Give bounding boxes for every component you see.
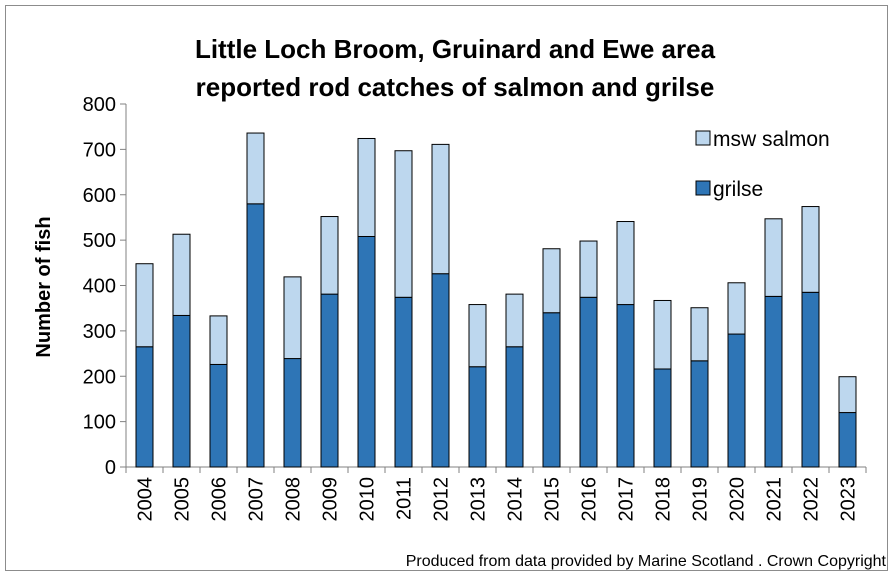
bar-msw-salmon-2016 xyxy=(579,240,598,298)
bar-grilse-2013 xyxy=(468,366,487,468)
bar-msw-salmon-2017 xyxy=(616,221,635,306)
bar-msw-salmon-2013 xyxy=(468,304,487,368)
y-tick-label: 200 xyxy=(83,366,116,388)
legend-label-msw-salmon: msw salmon xyxy=(713,128,830,151)
bar-grilse-2008 xyxy=(283,358,302,468)
bar-msw-salmon-2022 xyxy=(801,206,820,293)
y-axis-label: Number of fish xyxy=(33,216,55,357)
x-tick-label-2007: 2007 xyxy=(246,477,268,522)
bar-msw-salmon-2010 xyxy=(357,137,376,237)
x-tick-label-2010: 2010 xyxy=(357,477,379,522)
chart-title-line-1: Little Loch Broom, Gruinard and Ewe area xyxy=(195,34,716,64)
bar-msw-salmon-2014 xyxy=(505,293,524,348)
x-tick-label-2014: 2014 xyxy=(505,477,527,522)
x-tick-label-2009: 2009 xyxy=(320,477,342,522)
bar-grilse-2004 xyxy=(135,346,154,468)
x-tick-label-2008: 2008 xyxy=(283,477,305,522)
bars xyxy=(135,132,857,468)
x-tick-label-2004: 2004 xyxy=(135,477,157,522)
legend-swatch-grilse xyxy=(695,180,711,196)
bar-grilse-2020 xyxy=(727,333,746,468)
y-tick-label: 500 xyxy=(83,230,116,252)
bar-msw-salmon-2023 xyxy=(838,376,857,414)
x-tick-label-2020: 2020 xyxy=(727,477,749,522)
bar-grilse-2005 xyxy=(172,314,191,468)
bar-msw-salmon-2008 xyxy=(283,276,302,360)
bar-grilse-2012 xyxy=(431,273,450,468)
bar-msw-salmon-2012 xyxy=(431,143,450,275)
bar-grilse-2016 xyxy=(579,296,598,468)
bar-grilse-2023 xyxy=(838,412,857,468)
y-tick-label: 400 xyxy=(83,276,116,298)
bar-msw-salmon-2005 xyxy=(172,233,191,316)
bar-grilse-2006 xyxy=(209,363,228,468)
bar-grilse-2011 xyxy=(394,296,413,468)
bar-grilse-2022 xyxy=(801,291,820,468)
bar-msw-salmon-2018 xyxy=(653,299,672,370)
x-tick-label-2021: 2021 xyxy=(764,477,786,522)
bar-grilse-2019 xyxy=(690,360,709,468)
bar-grilse-2010 xyxy=(357,235,376,468)
y-tick-label: 700 xyxy=(83,139,116,161)
x-tick-label-2018: 2018 xyxy=(653,477,675,522)
legend: msw salmon grilse xyxy=(695,128,830,201)
bar-grilse-2015 xyxy=(542,312,561,468)
x-tick-label-2006: 2006 xyxy=(209,477,231,522)
bar-msw-salmon-2011 xyxy=(394,150,413,298)
bar-grilse-2018 xyxy=(653,368,672,468)
axes: 0 100 200 300 400 500 600 700 800 2004 2005 2006 200… xyxy=(83,94,867,522)
x-tick-label-2005: 2005 xyxy=(172,477,194,522)
bar-grilse-2009 xyxy=(320,293,339,468)
y-tick-label: 0 xyxy=(105,457,116,479)
y-tick-label: 800 xyxy=(83,94,116,116)
bar-msw-salmon-2007 xyxy=(246,132,265,205)
bar-msw-salmon-2020 xyxy=(727,282,746,335)
bar-msw-salmon-2004 xyxy=(135,263,154,348)
credit-text: Produced from data provided by Marine Sc… xyxy=(406,553,887,570)
x-tick-label-2015: 2015 xyxy=(542,477,564,522)
bar-grilse-2021 xyxy=(764,295,783,468)
x-tick-label-2011: 2011 xyxy=(394,477,416,520)
x-tick-label-2023: 2023 xyxy=(838,477,860,522)
y-tick-label: 300 xyxy=(83,321,116,343)
bar-msw-salmon-2006 xyxy=(209,315,228,365)
bar-grilse-2007 xyxy=(246,203,265,468)
y-tick-label: 600 xyxy=(83,185,116,207)
bar-msw-salmon-2021 xyxy=(764,218,783,297)
x-tick-label-2022: 2022 xyxy=(801,477,823,522)
y-tick-label: 100 xyxy=(83,412,116,434)
x-tick-label-2019: 2019 xyxy=(690,477,712,522)
x-tick-label-2017: 2017 xyxy=(616,477,638,522)
legend-swatch-msw-salmon xyxy=(695,130,711,146)
bar-grilse-2014 xyxy=(505,346,524,468)
legend-label-grilse: grilse xyxy=(713,178,763,201)
bar-msw-salmon-2019 xyxy=(690,307,709,362)
x-tick-label-2016: 2016 xyxy=(579,477,601,522)
bar-msw-salmon-2009 xyxy=(320,216,339,295)
bar-msw-salmon-2015 xyxy=(542,248,561,314)
chart-title-line-2: reported rod catches of salmon and grils… xyxy=(196,72,715,102)
bar-grilse-2017 xyxy=(616,304,635,468)
x-tick-label-2013: 2013 xyxy=(468,477,490,522)
x-tick-label-2012: 2012 xyxy=(431,477,453,522)
